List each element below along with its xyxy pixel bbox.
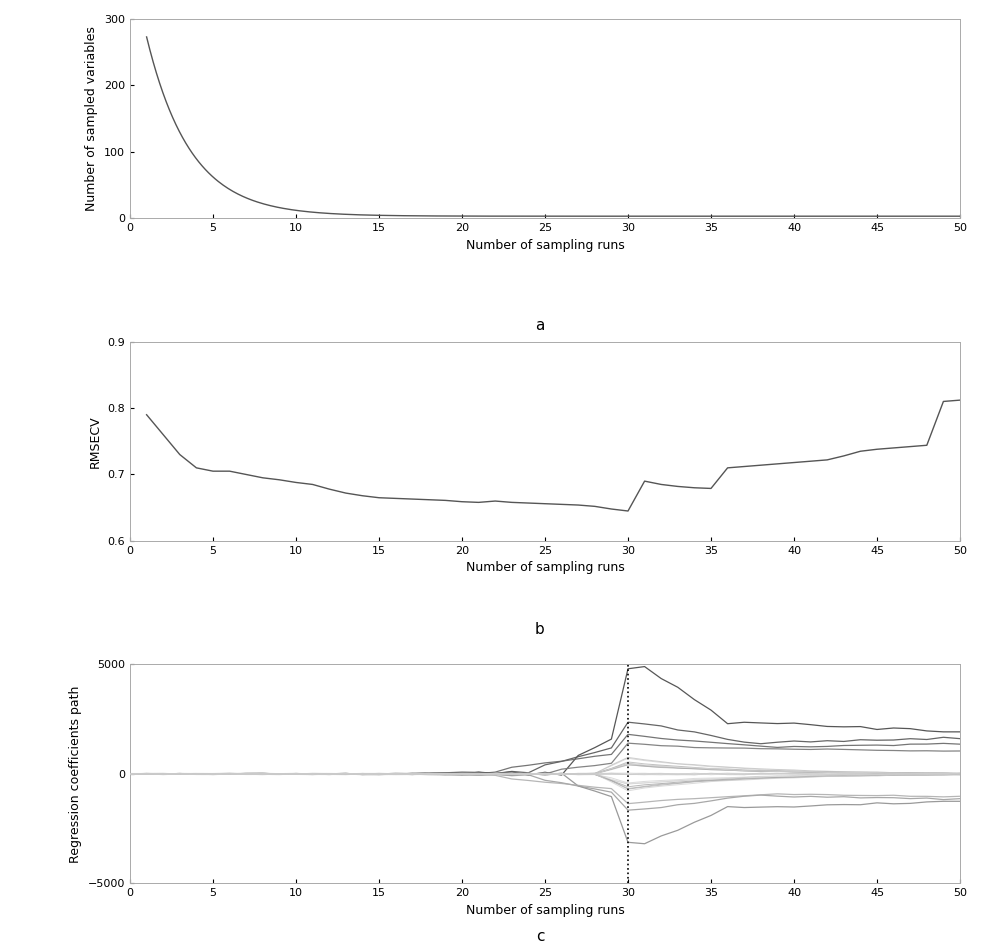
Text: c: c [536, 929, 544, 944]
Y-axis label: RMSECV: RMSECV [89, 415, 102, 467]
Text: b: b [535, 622, 545, 637]
Text: a: a [535, 318, 545, 333]
Y-axis label: Regression coefficients path: Regression coefficients path [69, 685, 82, 863]
X-axis label: Number of sampling runs: Number of sampling runs [466, 238, 624, 252]
Y-axis label: Number of sampled variables: Number of sampled variables [85, 27, 98, 211]
X-axis label: Number of sampling runs: Number of sampling runs [466, 903, 624, 917]
X-axis label: Number of sampling runs: Number of sampling runs [466, 561, 624, 575]
